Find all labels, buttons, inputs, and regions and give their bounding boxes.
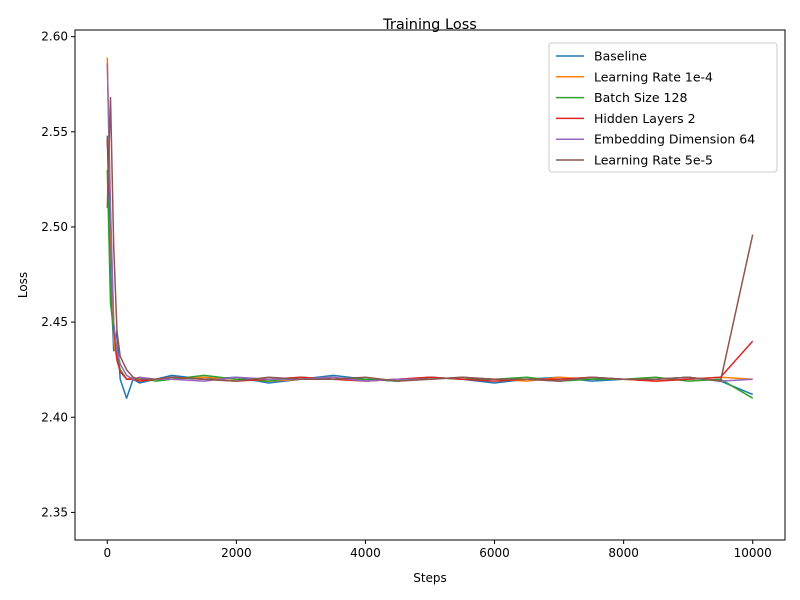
y-tick-label: 2.35 (41, 505, 68, 519)
legend-label: Batch Size 128 (594, 90, 687, 105)
x-tick-label: 4000 (350, 546, 381, 560)
legend-label: Learning Rate 1e-4 (594, 69, 713, 84)
legend-label: Learning Rate 5e-5 (594, 153, 713, 168)
y-tick-label: 2.60 (41, 30, 68, 44)
y-axis-title: Loss (16, 272, 30, 298)
legend-items: Baseline Learning Rate 1e-4 Batch Size 128… (556, 49, 755, 168)
series-layer (106, 57, 754, 399)
axes-frame (74, 29, 786, 541)
y-tick-label: 2.50 (41, 220, 68, 234)
series-line-0 (106, 135, 753, 399)
legend-label: Hidden Layers 2 (594, 111, 696, 126)
plot-area (74, 29, 786, 541)
y-axis: 2.35 2.40 2.45 2.50 2.55 2.60 (41, 30, 75, 519)
x-tick-label: 2000 (221, 546, 252, 560)
legend: Baseline Learning Rate 1e-4 Batch Size 128… (548, 42, 778, 173)
y-tick-label: 2.40 (41, 410, 68, 424)
x-tick-label: 6000 (479, 546, 510, 560)
legend-label: Baseline (594, 49, 647, 64)
chart-title: Training Loss (382, 17, 477, 33)
y-tick-label: 2.55 (41, 125, 68, 139)
y-tick-label: 2.45 (41, 315, 68, 329)
legend-box (548, 42, 778, 173)
x-tick-label: 10000 (734, 546, 772, 560)
x-tick-label: 8000 (608, 546, 639, 560)
x-axis: 0 2000 4000 6000 8000 10000 (103, 540, 772, 560)
x-axis-title: Steps (413, 571, 447, 585)
legend-label: Embedding Dimension 64 (594, 132, 755, 147)
series-line-5 (106, 96, 754, 382)
x-tick-label: 0 (103, 546, 111, 560)
